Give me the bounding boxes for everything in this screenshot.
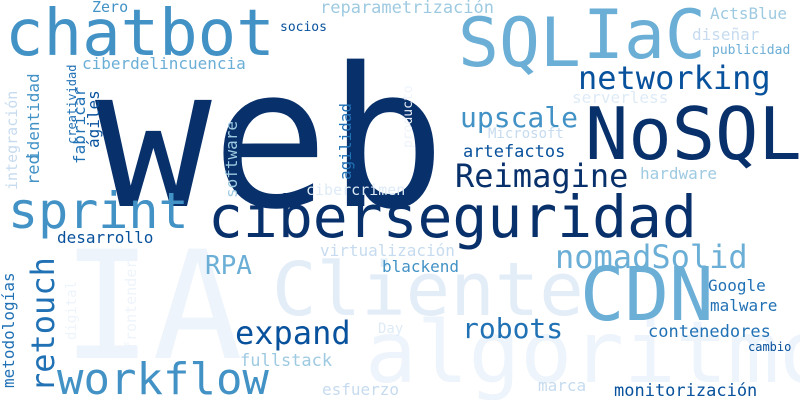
word-metodologias: metodologías — [0, 272, 18, 388]
word-ciberdelincuencia: ciberdelincuencia — [82, 54, 246, 73]
word-virtualizacion: virtualización — [320, 241, 455, 260]
word-serverless: serverless — [572, 88, 669, 107]
word-hardware: hardware — [640, 164, 718, 183]
word-cambio: cambio — [748, 340, 792, 354]
word-zero: Zero — [92, 0, 129, 16]
word-iac: IaC — [583, 0, 706, 75]
word-algoritmo: algoritmo — [365, 303, 800, 400]
word-sprint: sprint — [8, 182, 189, 240]
word-desarrollo: desarrollo — [57, 228, 154, 247]
word-reparametrizacion: reparametrización — [320, 0, 494, 18]
word-publicidad: publicidad — [712, 43, 791, 58]
word-artefactos: artefactos — [463, 142, 566, 162]
word-actsblue: ActsBlue — [710, 4, 788, 23]
word-cibercrimen: cibercrimen — [306, 181, 406, 199]
word-ia: IA — [62, 220, 243, 394]
word-monitorizacion: monitorización — [614, 381, 758, 400]
word-microsoft: Microsoft — [488, 126, 564, 142]
word-expand: expand — [235, 314, 351, 352]
word-contenedores: contenedores — [648, 322, 771, 342]
word-integracion: integración — [3, 90, 21, 190]
word-reimagine: Reimagine — [455, 157, 629, 195]
word-cdn: CDN — [580, 252, 714, 338]
word-marca: marca — [538, 376, 587, 395]
word-day: Day — [378, 321, 404, 337]
word-agilidad: agilidad — [336, 102, 355, 180]
word-retouch: retouch — [24, 257, 62, 392]
word-upscale: upscale — [460, 101, 579, 134]
word-producto: producto — [401, 85, 416, 148]
word-cliente: Cliente — [272, 247, 584, 333]
word-agiles: ágiles — [84, 90, 103, 148]
word-nomadsolid: nomadSolid — [555, 238, 748, 276]
word-workflow: workflow — [57, 354, 269, 400]
word-disenar: diseñar — [692, 25, 760, 44]
word-digital: digital — [64, 280, 80, 340]
word-esfuerzo: esfuerzo — [322, 380, 400, 399]
word-malware: malware — [710, 296, 778, 315]
word-web: web — [95, 26, 446, 252]
word-frontender: frontender — [122, 259, 140, 350]
word-software: software — [222, 120, 241, 198]
word-nosql: NoSQL — [585, 92, 800, 176]
word-networking: networking — [578, 59, 771, 97]
word-blackend: blackend — [382, 257, 460, 276]
word-rpa: RPA — [205, 251, 252, 281]
word-socios: socios — [280, 20, 327, 35]
word-chatbot: chatbot — [5, 0, 275, 71]
word-fullstack: fullstack — [240, 351, 333, 371]
word-sql: SQL — [458, 4, 581, 83]
word-identidad: identidad — [24, 73, 43, 160]
word-ciberseguridad: ciberseguridad — [208, 183, 697, 251]
word-google: Google — [708, 276, 766, 295]
word-robots: robots — [462, 312, 564, 345]
